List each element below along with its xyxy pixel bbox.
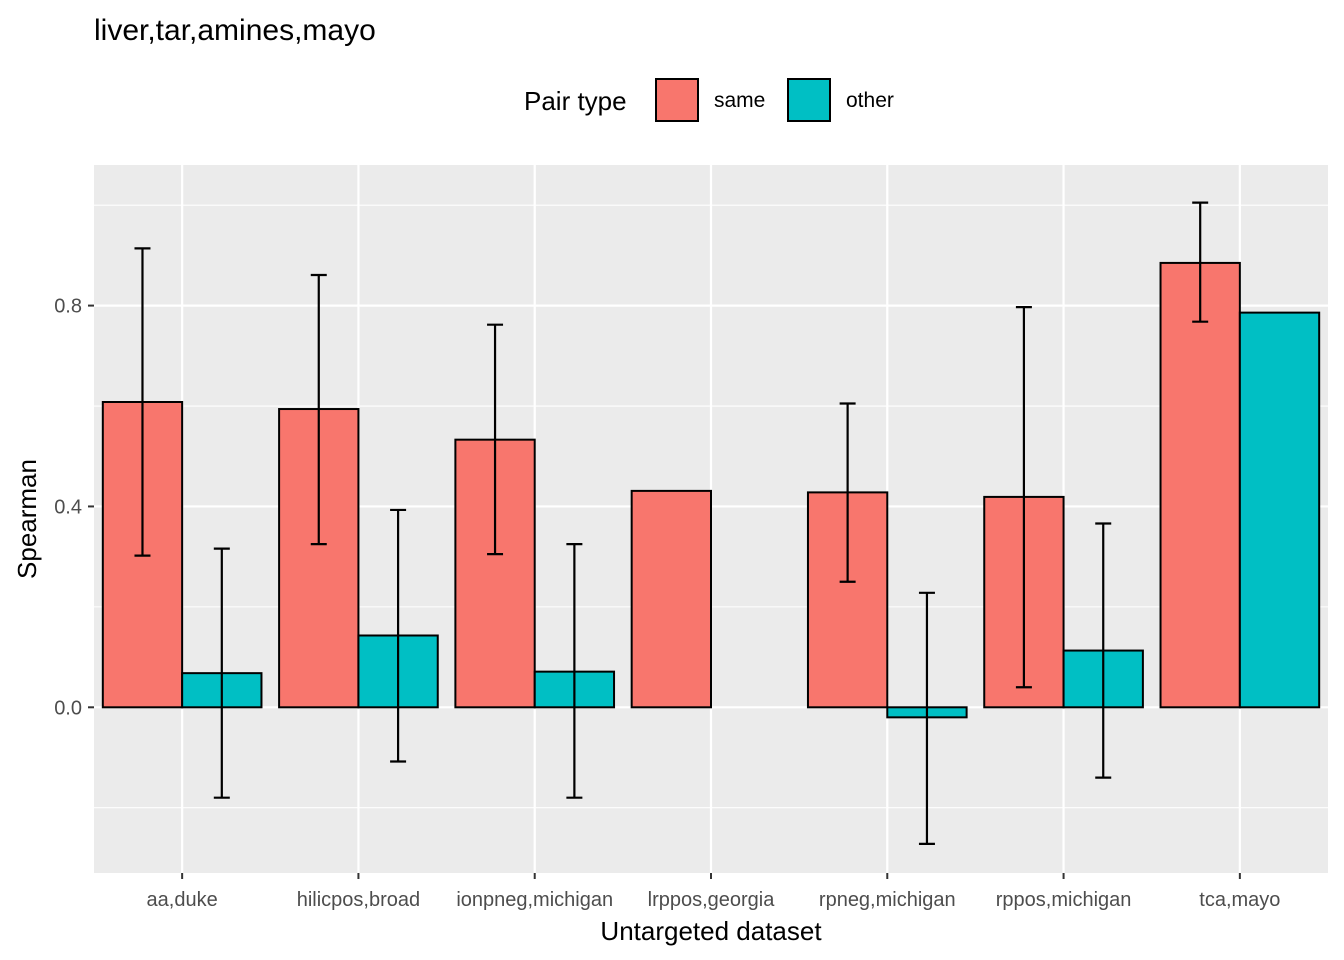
legend-key-same (655, 78, 699, 122)
error-bar-other (390, 508, 407, 763)
x-tick-label: rppos,michigan (996, 889, 1132, 911)
error-bar-same (1015, 306, 1032, 689)
error-bar-same (310, 273, 327, 546)
x-tick-label: hilicpos,broad (297, 889, 420, 911)
x-tick-label: tca,mayo (1199, 889, 1280, 911)
bar-same (630, 489, 713, 709)
error-bar-same (839, 402, 856, 583)
x-axis: aa,duke hilicpos,broad ionpneg,michigan lrp… (147, 873, 1280, 911)
error-bars (134, 201, 1209, 845)
legend-title: Pair type (524, 86, 627, 116)
error-bar-other (1095, 522, 1112, 779)
chart-title: liver,tar,amines,mayo (94, 14, 376, 47)
x-tick-label: ionpneg,michigan (456, 889, 613, 911)
x-axis-title: Untargeted dataset (600, 916, 822, 946)
legend: Pair type same other (524, 78, 894, 122)
bars (101, 261, 1321, 719)
y-tick-label: 0.4 (54, 496, 82, 518)
x-tick-label: lrppos,georgia (648, 889, 776, 911)
x-tick-label: aa,duke (147, 889, 218, 911)
legend-label-same: same (714, 89, 765, 112)
error-bar-same (1192, 201, 1209, 323)
x-tick-label: rpneg,michigan (819, 889, 956, 911)
y-axis: 0.0 0.4 0.8 (54, 296, 94, 719)
error-bar-other (213, 547, 230, 799)
error-bar-other (918, 591, 935, 845)
y-tick-label: 0.8 (54, 296, 82, 318)
error-bar-other (566, 543, 583, 799)
bar-other (1238, 311, 1321, 709)
y-axis-title: Spearman (12, 459, 42, 579)
bar-same (1159, 261, 1241, 709)
legend-label-other: other (846, 89, 894, 112)
legend-key-other (787, 78, 831, 122)
error-bar-same (134, 247, 151, 557)
y-tick-label: 0.0 (54, 697, 82, 719)
error-bar-same (487, 323, 504, 556)
